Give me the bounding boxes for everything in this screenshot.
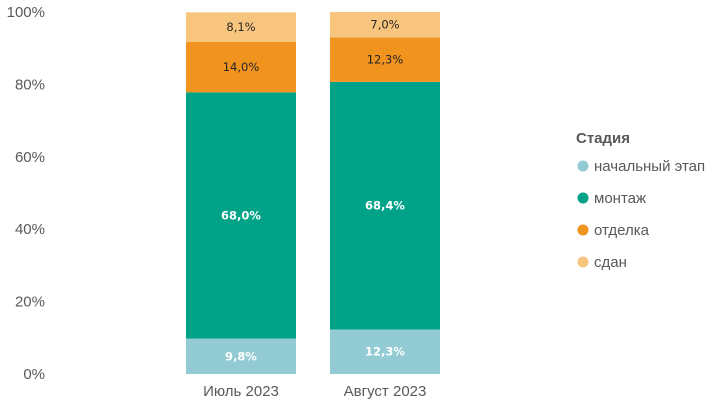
legend-label: начальный этап — [594, 158, 705, 175]
legend-marker — [577, 256, 589, 268]
bar-segment — [186, 12, 296, 42]
bar-segment — [330, 329, 440, 374]
y-tick-label: 0% — [23, 366, 45, 383]
legend-title: Стадия — [576, 130, 630, 147]
bars: 9,8% 68,0% 14,0% 8,1% 12,3% 68,4% 12,3% 7,0% — [186, 12, 440, 374]
x-tick-label: Июль 2023 — [203, 383, 279, 400]
y-tick-label: 80% — [15, 76, 45, 93]
y-axis: 0% 20% 40% 60% 80% 100% — [7, 4, 45, 383]
y-tick-label: 40% — [15, 221, 45, 238]
data-label: 8,1% — [226, 20, 255, 34]
bar-segment — [186, 338, 296, 374]
legend-label: монтаж — [594, 190, 646, 207]
x-axis: Июль 2023 Август 2023 — [203, 383, 426, 400]
legend-marker — [577, 160, 589, 172]
data-label: 14,0% — [223, 60, 260, 74]
legend-label: отделка — [594, 222, 650, 239]
data-label: 68,0% — [221, 208, 261, 222]
data-label: 68,4% — [365, 199, 405, 213]
x-tick-label: Август 2023 — [344, 383, 427, 400]
legend-marker — [577, 192, 589, 204]
bar-segment — [186, 41, 296, 93]
legend: Стадия начальный этап монтаж отделка сдан — [576, 130, 705, 271]
data-label: 9,8% — [225, 349, 257, 363]
data-label: 12,3% — [367, 53, 404, 67]
data-label: 7,0% — [370, 18, 399, 32]
bar-segment — [330, 12, 440, 38]
y-tick-label: 60% — [15, 149, 45, 166]
bar-segment — [186, 92, 296, 339]
legend-label: сдан — [594, 254, 627, 271]
bar-segment — [330, 37, 440, 82]
y-tick-label: 100% — [7, 4, 45, 21]
data-label: 12,3% — [365, 345, 405, 359]
y-tick-label: 20% — [15, 294, 45, 311]
legend-marker — [577, 224, 589, 236]
bar-segment — [330, 81, 440, 330]
